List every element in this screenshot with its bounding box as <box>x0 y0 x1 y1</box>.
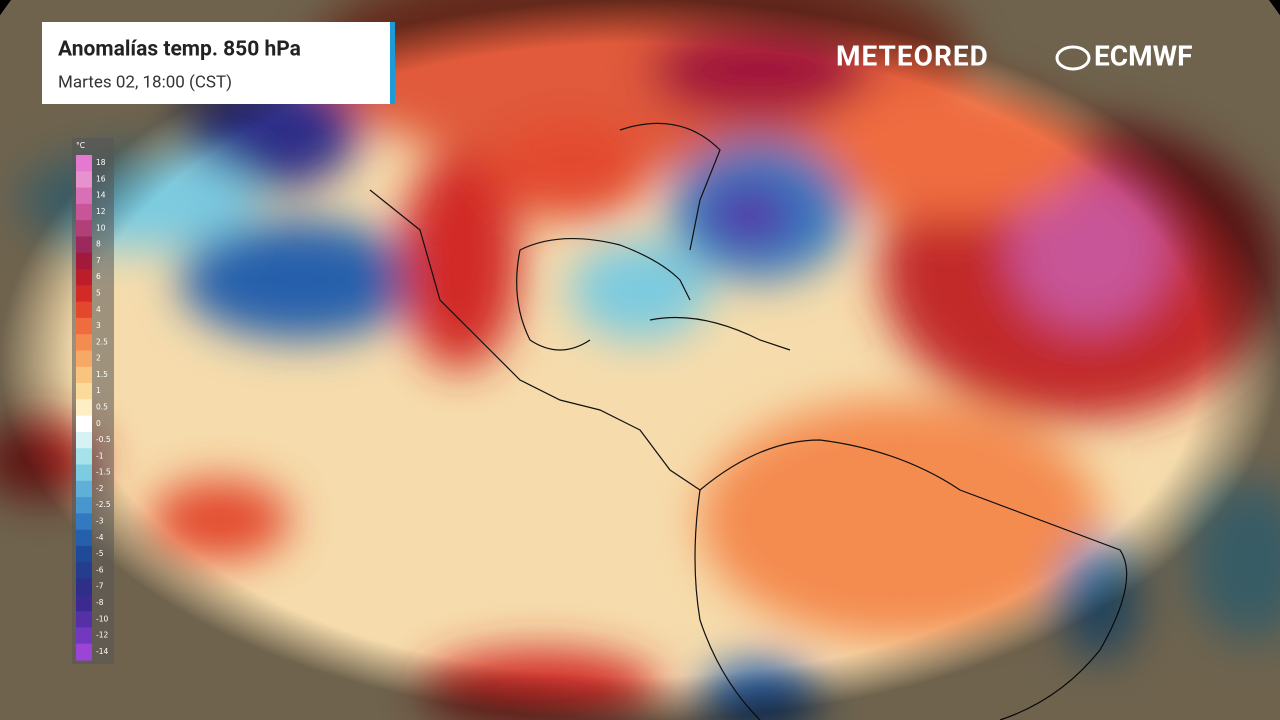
legend-label: 2.5 <box>96 337 108 346</box>
meteored-logo: METEORED <box>836 39 989 72</box>
legend-swatch <box>76 415 92 433</box>
legend-label: 1 <box>96 386 101 395</box>
legend-label: -12 <box>96 631 108 640</box>
legend-swatch <box>76 203 92 221</box>
legend-unit: °C <box>76 141 85 150</box>
legend-swatch <box>76 334 92 351</box>
legend-label: 8 <box>96 240 101 249</box>
legend-label: 12 <box>96 207 106 216</box>
legend-label: 16 <box>96 174 106 183</box>
legend-swatch <box>76 480 92 498</box>
legend-label: 5 <box>96 288 101 297</box>
legend-swatch <box>76 383 92 400</box>
legend-label: -5 <box>96 549 104 558</box>
legend-swatch <box>76 497 92 514</box>
title: Anomalías temp. 850 hPa <box>58 38 301 62</box>
legend-label: 2 <box>96 354 101 363</box>
legend-label: 1.5 <box>96 370 108 379</box>
legend-swatch <box>76 594 92 612</box>
legend-swatch <box>76 252 92 270</box>
legend-swatch <box>76 366 92 384</box>
legend-swatch <box>76 643 92 661</box>
legend-swatch <box>76 155 92 172</box>
legend-label: 18 <box>96 158 106 167</box>
legend: °C 18 16 14 12 10 8 7 6 5 4 3 2.5 2 1.5 1 0.5 0 -0.5 -1 -1.… <box>72 138 114 664</box>
legend-label: 4 <box>96 305 101 314</box>
legend-label: -1.5 <box>96 468 111 477</box>
legend-swatch <box>76 562 92 580</box>
legend-label: -1 <box>96 451 104 460</box>
legend-label: -4 <box>96 533 104 542</box>
legend-swatch <box>76 545 92 563</box>
legend-label: 6 <box>96 272 101 281</box>
title-box: Anomalías temp. 850 hPa Martes 02, 18:00… <box>42 22 395 104</box>
legend-label: -3 <box>96 517 104 526</box>
legend-label: -2 <box>96 484 104 493</box>
legend-swatch <box>76 627 92 645</box>
legend-swatch <box>76 220 92 237</box>
ecmwf-icon <box>1055 45 1091 71</box>
legend-label: -14 <box>96 647 108 656</box>
legend-swatch <box>76 236 92 254</box>
legend-label: 7 <box>96 256 101 265</box>
legend-label: -10 <box>96 614 108 623</box>
legend-swatch <box>76 317 92 335</box>
legend-swatch <box>76 171 92 189</box>
legend-label: 0.5 <box>96 403 108 412</box>
legend-label: 10 <box>96 223 106 232</box>
legend-label: 0 <box>96 419 101 428</box>
legend-swatch <box>76 448 92 466</box>
legend-swatch <box>76 464 92 482</box>
legend-swatch <box>76 513 92 531</box>
legend-swatch <box>76 301 92 319</box>
legend-swatch <box>76 611 92 628</box>
legend-swatch <box>76 529 92 547</box>
legend-label: 3 <box>96 321 101 330</box>
legend-swatch <box>76 399 92 417</box>
legend-swatch <box>76 269 92 286</box>
legend-label: -6 <box>96 565 104 574</box>
legend-label: -0.5 <box>96 435 111 444</box>
legend-swatch <box>76 285 92 303</box>
legend-swatch <box>76 350 92 368</box>
legend-label: -2.5 <box>96 500 111 509</box>
legend-label: -7 <box>96 582 104 591</box>
legend-label: -8 <box>96 598 104 607</box>
ecmwf-logo: ECMWF <box>1094 39 1192 72</box>
subtitle: Martes 02, 18:00 (CST) <box>58 72 232 92</box>
legend-label: 14 <box>96 191 106 200</box>
legend-swatch <box>76 578 92 596</box>
legend-swatch <box>76 187 92 205</box>
legend-swatch <box>76 431 92 449</box>
